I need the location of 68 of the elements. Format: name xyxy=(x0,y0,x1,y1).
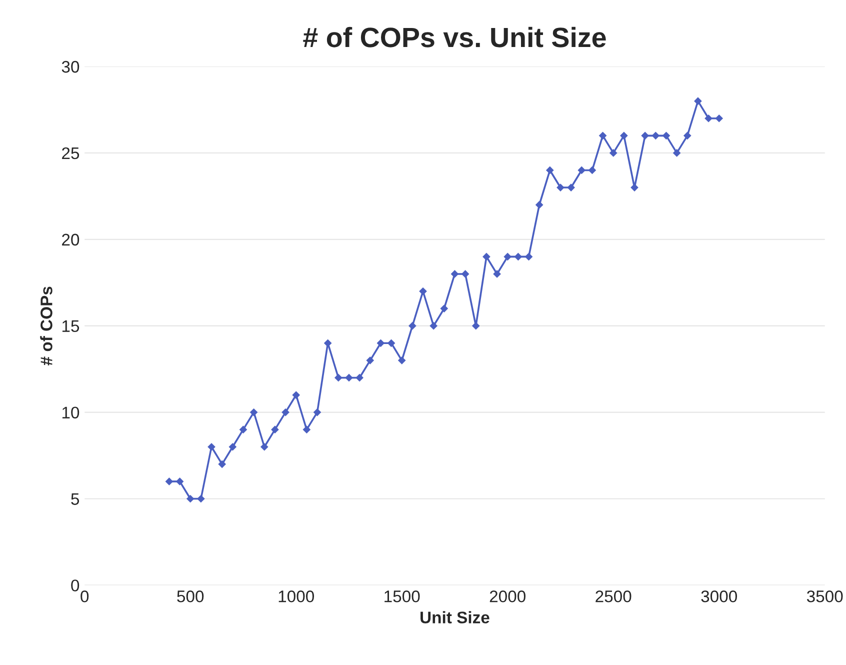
point xyxy=(620,132,628,140)
point xyxy=(366,356,374,364)
point xyxy=(567,184,575,192)
x-tick-label: 1000 xyxy=(278,590,314,602)
point xyxy=(641,132,650,140)
point xyxy=(430,322,438,330)
x-tick-label: 3500 xyxy=(806,590,843,602)
point xyxy=(514,252,522,261)
x-axis-title: Unit Size xyxy=(420,611,490,624)
x-tick-label: 3000 xyxy=(701,590,737,602)
y-tick-label: 0 xyxy=(71,580,80,592)
y-tick-label: 20 xyxy=(62,234,80,246)
y-tick-label: 10 xyxy=(62,406,80,419)
point xyxy=(176,478,184,486)
y-tick-label: 5 xyxy=(71,493,80,505)
point xyxy=(376,339,385,348)
point xyxy=(334,374,342,382)
point xyxy=(186,494,194,503)
point xyxy=(345,374,353,382)
point xyxy=(715,114,724,122)
point xyxy=(546,166,554,174)
point xyxy=(260,442,268,451)
point xyxy=(208,442,216,451)
point xyxy=(609,149,618,157)
point xyxy=(165,478,174,486)
x-tick-label: 2500 xyxy=(596,590,632,602)
x-tick-label: 500 xyxy=(177,590,204,602)
point xyxy=(683,132,692,140)
y-tick-label: 30 xyxy=(62,60,80,73)
point xyxy=(535,200,544,209)
point xyxy=(704,114,712,122)
point xyxy=(504,252,512,261)
point xyxy=(493,270,501,278)
point xyxy=(302,426,311,434)
point xyxy=(662,132,670,140)
point xyxy=(218,460,226,468)
y-tick-label: 15 xyxy=(62,320,80,332)
point xyxy=(461,270,470,278)
point xyxy=(450,270,459,278)
point xyxy=(578,166,586,174)
point xyxy=(398,356,406,364)
point xyxy=(440,304,448,312)
point xyxy=(672,149,681,157)
chart-title: # of COPs vs. Unit Size xyxy=(303,26,606,48)
y-tick-label: 25 xyxy=(62,147,80,160)
point xyxy=(250,408,258,416)
point xyxy=(556,184,564,192)
point xyxy=(239,426,248,434)
point xyxy=(598,132,607,140)
x-tick-label: 1500 xyxy=(384,590,420,602)
point xyxy=(387,339,396,348)
point xyxy=(652,132,660,140)
point xyxy=(356,374,364,382)
y-axis-title: # of COPs xyxy=(40,286,52,366)
point xyxy=(694,97,702,106)
point xyxy=(588,166,596,174)
point xyxy=(482,252,490,261)
x-tick-label: 2000 xyxy=(490,590,526,602)
point xyxy=(228,442,237,451)
point xyxy=(196,494,205,503)
point xyxy=(419,287,427,296)
point xyxy=(408,322,416,330)
point xyxy=(524,252,533,261)
x-tick-label: 0 xyxy=(80,590,89,602)
point xyxy=(271,426,279,434)
point xyxy=(282,408,290,416)
point xyxy=(292,391,300,399)
point xyxy=(313,408,322,416)
